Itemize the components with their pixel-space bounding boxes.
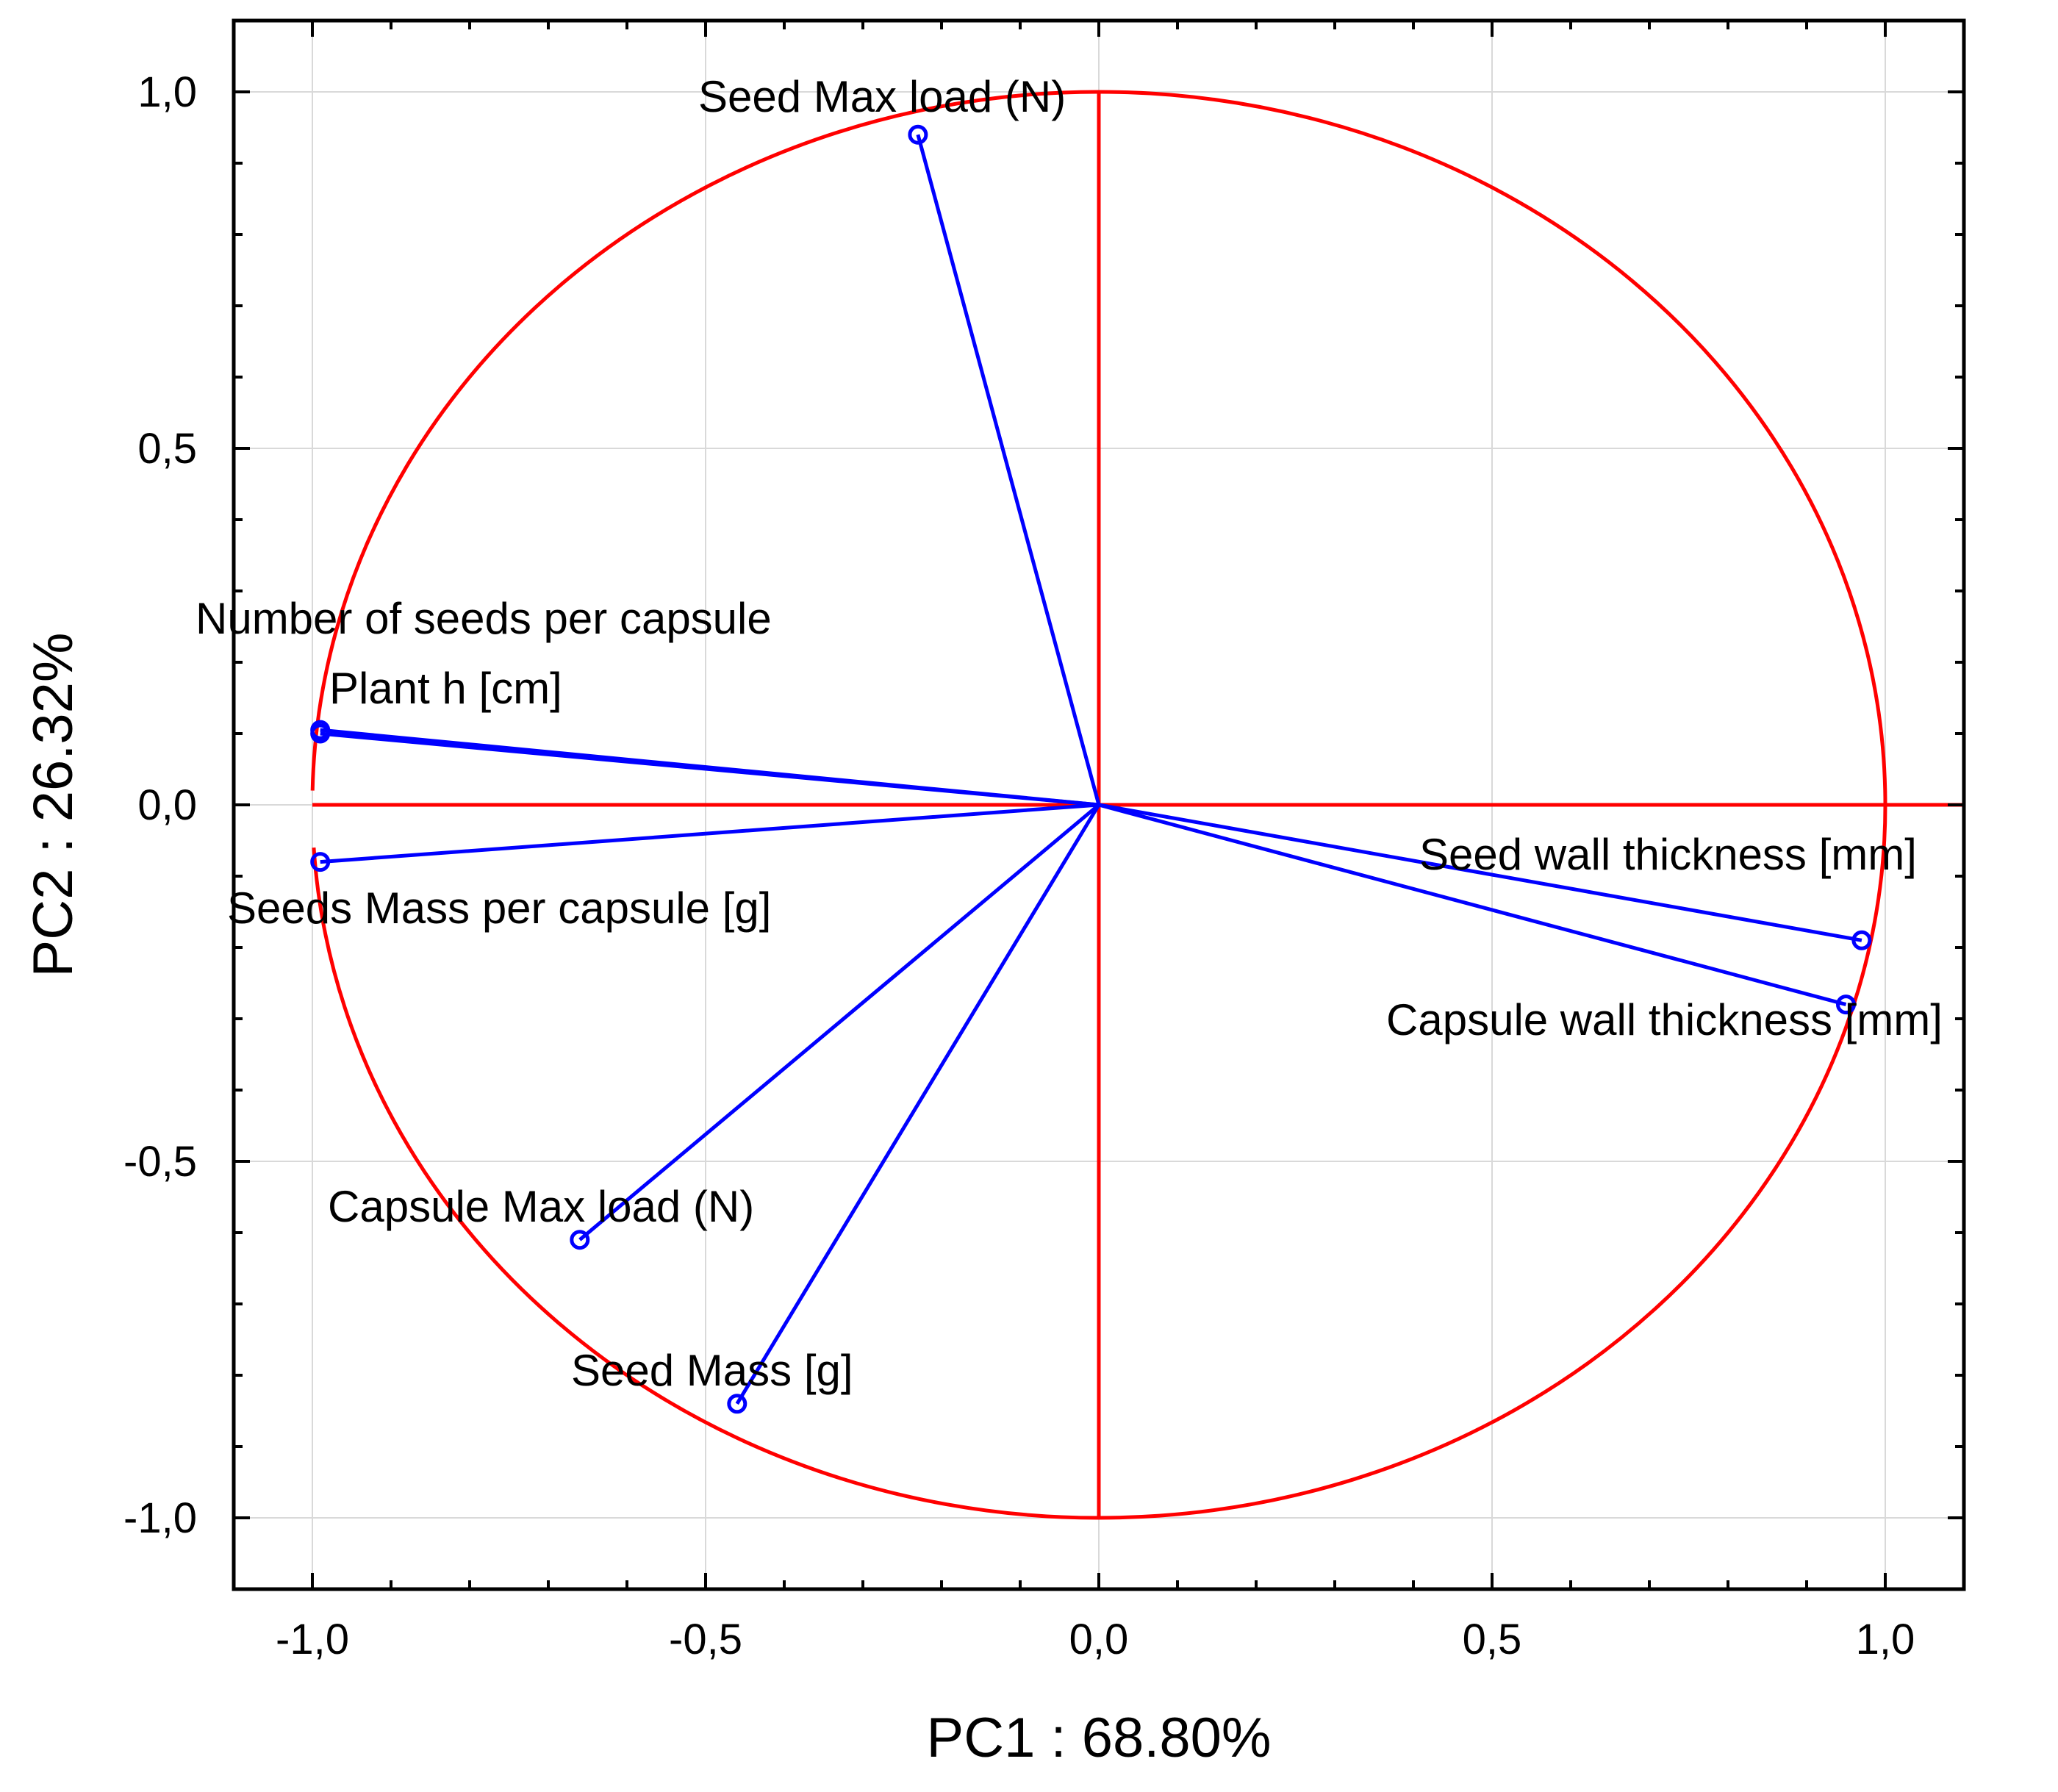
- label-capsule-wall-thickness-mm: Capsule wall thickness [mm]: [1386, 995, 1943, 1044]
- tick-layer: -1,0 -0,5 0,0 0,5 1,0 -1,0 -0,5 0,0 0,5 1,0: [123, 21, 1964, 1663]
- point-plant-h-cm: [310, 720, 331, 740]
- point-seed-max-load-n: [908, 124, 928, 145]
- vector-seed-wall-thickness-mm: [1098, 803, 1862, 942]
- vector-capsule-wall-thickness-mm: [1098, 803, 1847, 1007]
- y-tick-label-3: 0,5: [137, 425, 197, 473]
- y-tick-label-4: 1,0: [137, 68, 197, 116]
- label-seed-max-load-n: Seed Max load (N): [698, 72, 1066, 121]
- label-seed-mass-g: Seed Mass [g]: [571, 1346, 853, 1395]
- y-axis-title: PC2 : 26.32%: [22, 633, 85, 978]
- y-tick-label-2: 0,0: [137, 781, 197, 829]
- vector-capsule-max-load-n: [578, 803, 1100, 1241]
- circle-layer: [310, 90, 1964, 1520]
- x-tick-label-4: 1,0: [1856, 1616, 1915, 1663]
- label-seeds-mass-per-capsule-g: Seeds Mass per capsule [g]: [227, 884, 771, 933]
- point-seed-wall-thickness-mm: [1851, 930, 1872, 950]
- point-capsule-wall-thickness-mm: [1836, 994, 1856, 1015]
- x-tick-label-3: 0,5: [1463, 1616, 1522, 1663]
- label-seed-wall-thickness-mm: Seed wall thickness [mm]: [1419, 830, 1917, 879]
- label-number-of-seeds-per-capsule: Number of seeds per capsule: [196, 594, 772, 643]
- y-tick-label-1: -0,5: [123, 1138, 197, 1186]
- vector-layer: [310, 124, 1872, 1414]
- point-seed-mass-g: [727, 1394, 747, 1414]
- x-tick-label-1: -0,5: [669, 1616, 742, 1663]
- label-plant-h-cm: Plant h [cm]: [329, 664, 562, 713]
- vector-seed-max-load-n: [916, 134, 1101, 806]
- vector-seed-mass-g: [735, 803, 1101, 1405]
- x-tick-label-0: -1,0: [276, 1616, 349, 1663]
- x-axis-title: PC1 : 68.80%: [927, 1707, 1272, 1769]
- label-capsule-max-load-n: Capsule Max load (N): [328, 1182, 754, 1231]
- unit-circle: [310, 90, 1887, 1520]
- point-capsule-max-load-n: [570, 1230, 590, 1250]
- y-tick-label-0: -1,0: [123, 1494, 197, 1542]
- vector-plant-h-cm: [320, 728, 1100, 807]
- vector-seeds-mass-per-capsule-g: [320, 803, 1100, 864]
- point-seeds-mass-per-capsule-g: [310, 852, 331, 872]
- label-layer: Seed Max load (N) Number of seeds per cap…: [196, 72, 1943, 1395]
- x-tick-label-2: 0,0: [1069, 1616, 1129, 1663]
